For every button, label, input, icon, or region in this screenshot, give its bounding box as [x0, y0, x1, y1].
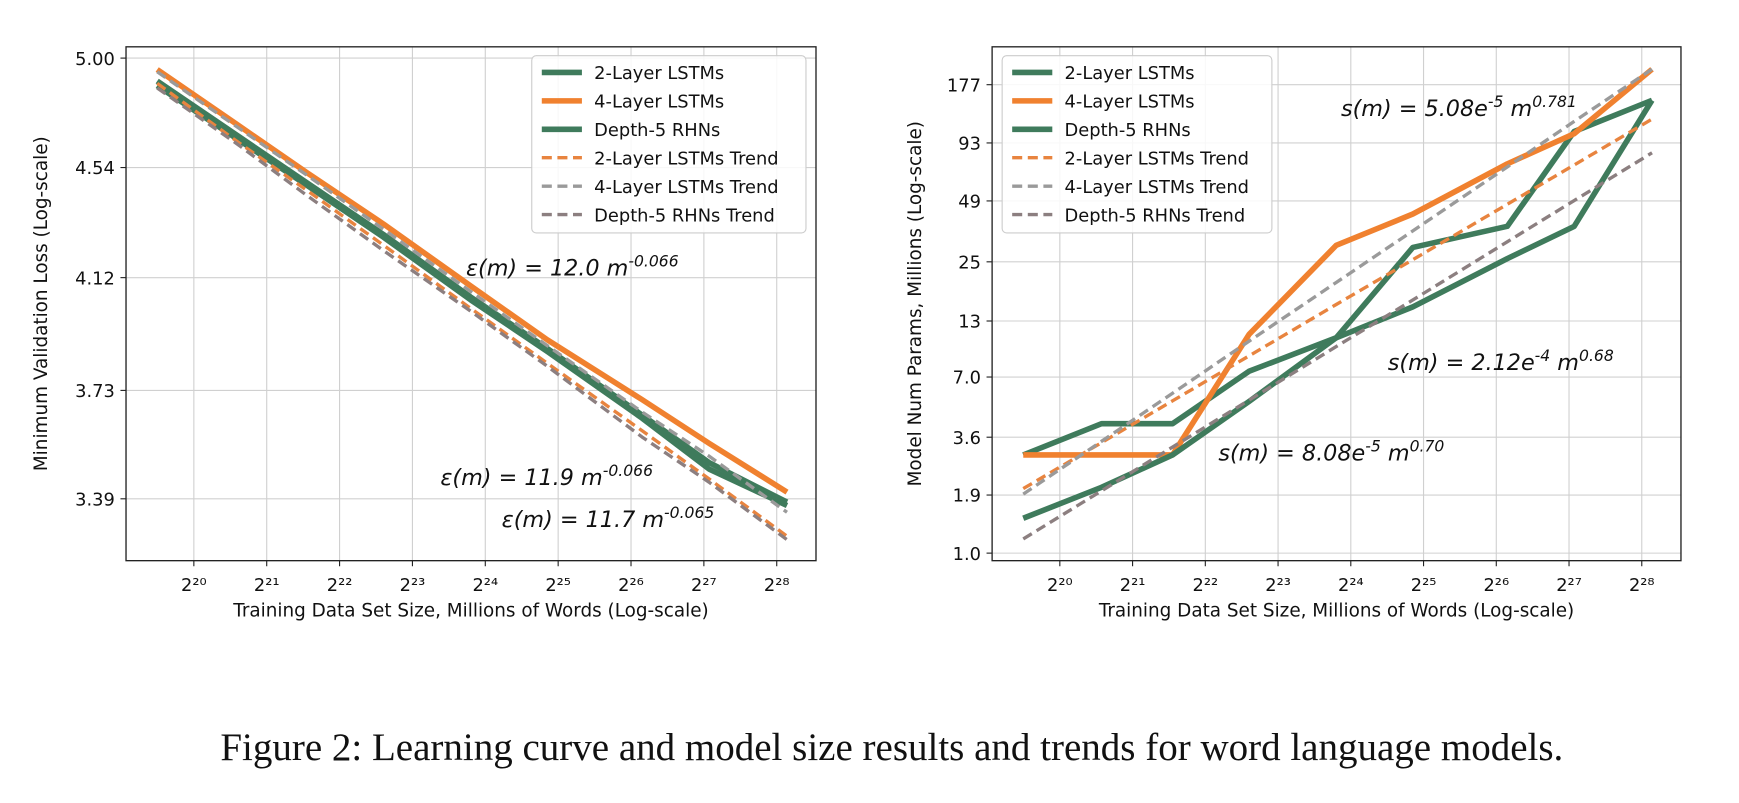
y-tick-label: 13 [958, 312, 981, 333]
x-axis-label: Training Data Set Size, Millions of Word… [1098, 600, 1574, 621]
legend-box [531, 55, 807, 234]
legend-label: 2-Layer LSTMs [1065, 63, 1195, 84]
legend-label: 4-Layer LSTMs [1065, 92, 1195, 113]
plot-frame [991, 46, 1682, 562]
data-line [155, 83, 789, 509]
trend-line [1022, 151, 1653, 541]
annotation-exponent: -4 [1535, 347, 1551, 365]
legend-label: 2-Layer LSTMs Trend [1065, 148, 1249, 169]
y-tick-label: 4.12 [75, 268, 115, 289]
plot-frame [125, 46, 817, 562]
annotation-text: m [1550, 350, 1579, 376]
legend-label: 4-Layer LSTMs Trend [1065, 177, 1249, 198]
annotation-text: m [1503, 96, 1532, 122]
y-tick-label: 4.54 [75, 158, 115, 179]
y-tick-label: 3.39 [75, 489, 115, 510]
annotation-exponent: -5 [1488, 93, 1504, 111]
annotation-exponent: -0.066 [628, 252, 678, 270]
chart: 2²⁰ 2²¹ 2²² 2²³ 2²⁴ 2²⁵ 2²⁶ 2²⁷ 2²⁸ 3.39 3.73 4.12 4… [31, 46, 817, 621]
y-tick-label: 177 [947, 75, 981, 96]
annotation: ε(m) = 12.0 m-0.066 [466, 252, 679, 281]
x-tick-label: 2²³ [400, 575, 426, 596]
annotation: s(m) = 5.08e-5 m0.781 [1341, 93, 1577, 122]
y-tick-label: 3.6 [953, 428, 981, 449]
legend-label: Depth-5 RHNs Trend [1065, 205, 1246, 226]
data-line [1023, 67, 1654, 458]
annotation-text: ε(m) = 12.0 m [466, 255, 628, 281]
x-tick-label: 2²⁰ [1047, 575, 1073, 596]
annotation-exponent: 0.68 [1579, 347, 1614, 365]
annotation-text: ε(m) = 11.9 m [440, 465, 602, 491]
y-tick-label: 25 [958, 253, 981, 274]
x-tick-label: 2²⁷ [1556, 575, 1582, 596]
legend-label: 2-Layer LSTMs [594, 63, 724, 84]
trend-line [156, 86, 788, 542]
trend-line [156, 81, 788, 538]
annotation-text: m [1381, 440, 1410, 466]
annotation-text: s(m) = 8.08e [1218, 440, 1365, 466]
legend-label: 4-Layer LSTMs [594, 92, 724, 113]
annotation-exponent: -5 [1365, 437, 1381, 455]
legend-label: Depth-5 RHNs [1065, 120, 1191, 141]
annotation-exponent: 0.70 [1410, 437, 1445, 455]
legend-label: 4-Layer LSTMs Trend [594, 177, 778, 198]
legend-box [1001, 55, 1273, 234]
x-tick-label: 2²² [327, 575, 353, 596]
x-tick-label: 2²⁸ [1629, 575, 1655, 596]
y-axis-label: Model Num Params, Millions (Log-scale) [905, 121, 926, 486]
annotation-exponent: -0.066 [603, 462, 653, 480]
annotation: ε(m) = 11.7 m-0.065 [502, 504, 715, 533]
x-tick-label: 2²³ [1265, 575, 1291, 596]
y-tick-label: 1.0 [953, 544, 981, 565]
annotation-text: s(m) = 2.12e [1388, 350, 1535, 376]
data-line [1022, 98, 1655, 521]
legend-label: Depth-5 RHNs [594, 120, 720, 141]
annotation: s(m) = 2.12e-4 m0.68 [1388, 347, 1614, 376]
y-tick-label: 1.9 [953, 486, 981, 507]
data-line [155, 67, 789, 495]
x-tick-label: 2²⁷ [691, 575, 717, 596]
y-tick-label: 49 [958, 192, 981, 213]
y-tick-label: 93 [958, 134, 981, 155]
y-axis-label: Minimum Validation Loss (Log-scale) [31, 136, 52, 471]
x-tick-label: 2²⁶ [1483, 575, 1509, 596]
annotation-exponent: 0.781 [1532, 93, 1577, 111]
annotation-text: s(m) = 5.08e [1341, 96, 1488, 122]
x-tick-label: 2²⁶ [618, 575, 644, 596]
x-tick-label: 2²⁵ [1411, 575, 1437, 596]
y-tick-label: 7.0 [953, 368, 981, 389]
y-tick-label: 3.73 [75, 381, 115, 402]
x-tick-label: 2²⁰ [181, 575, 207, 596]
x-tick-label: 2²⁸ [764, 575, 790, 596]
trend-line [1022, 117, 1653, 491]
legend-label: Depth-5 RHNs Trend [594, 205, 775, 226]
x-tick-label: 2²¹ [254, 575, 280, 596]
annotation-text: ε(m) = 11.7 m [502, 507, 664, 533]
annotation-exponent: -0.065 [664, 504, 714, 522]
chart: 2²⁰ 2²¹ 2²² 2²³ 2²⁴ 2²⁵ 2²⁶ 2²⁷ 2²⁸ 1.0 1.9 3.6 7.0 1… [905, 46, 1682, 621]
annotation: s(m) = 8.08e-5 m0.70 [1218, 437, 1444, 466]
x-tick-label: 2²⁴ [1338, 575, 1364, 596]
x-tick-label: 2²⁴ [472, 575, 498, 596]
x-tick-label: 2²¹ [1120, 575, 1146, 596]
trend-line [1022, 67, 1653, 496]
x-tick-label: 2²² [1192, 575, 1218, 596]
legend-label: 2-Layer LSTMs Trend [594, 148, 778, 169]
trend-line [156, 70, 788, 514]
x-axis-label: Training Data Set Size, Millions of Word… [232, 600, 708, 621]
annotation: ε(m) = 11.9 m-0.066 [440, 462, 653, 491]
caption: Figure 2: Learning curve and model size … [220, 726, 1563, 769]
y-tick-label: 5.00 [75, 49, 115, 70]
x-tick-label: 2²⁵ [545, 575, 571, 596]
